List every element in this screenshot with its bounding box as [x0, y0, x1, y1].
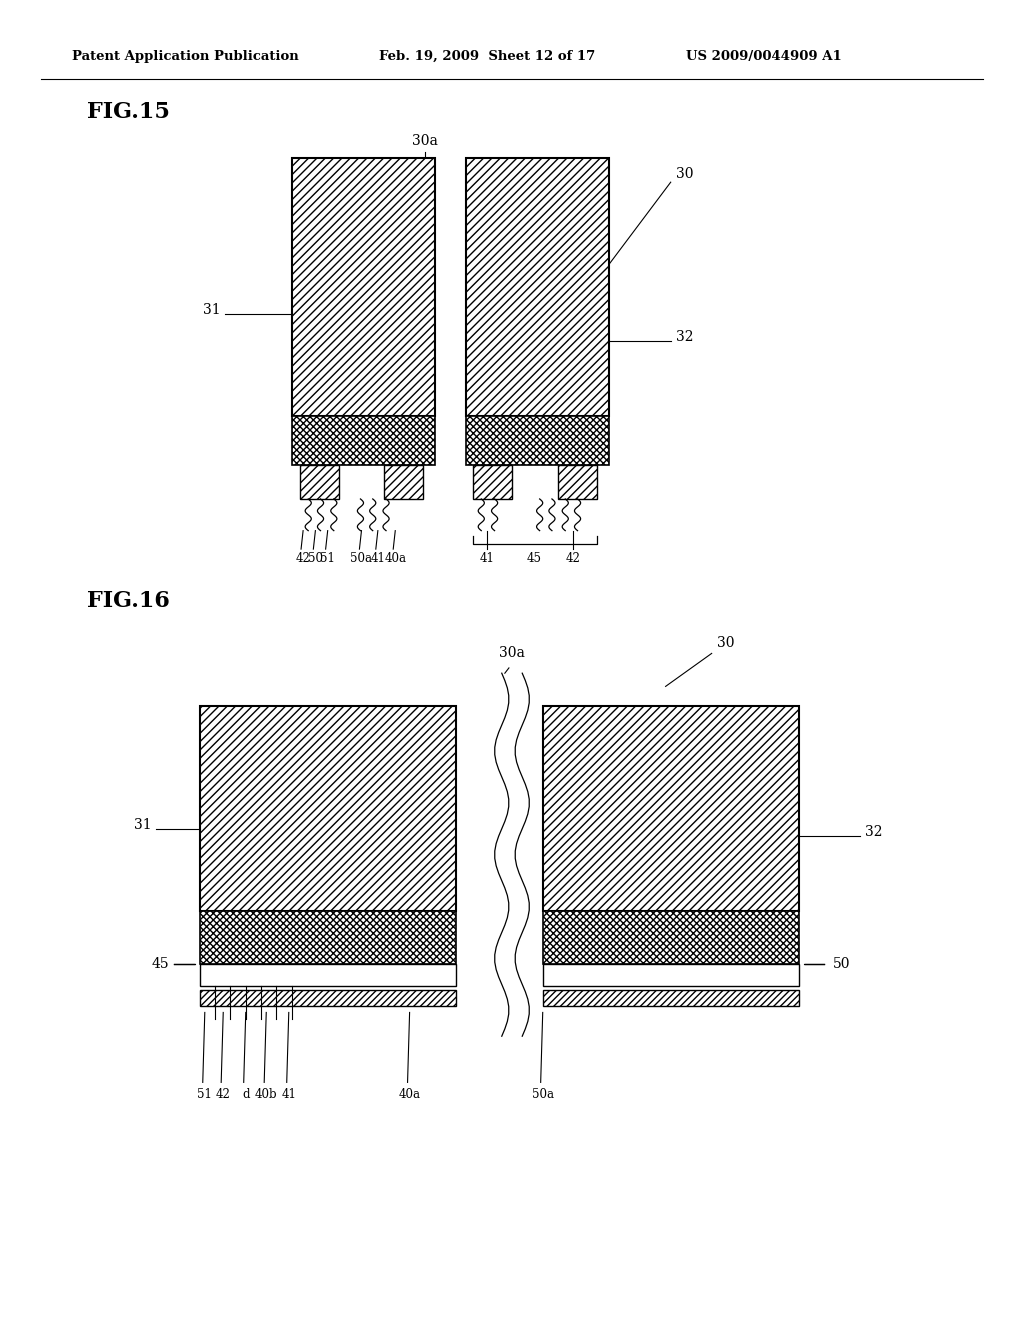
Text: Patent Application Publication: Patent Application Publication: [72, 50, 298, 63]
Text: 50: 50: [833, 957, 850, 970]
Text: 30a: 30a: [412, 135, 438, 148]
Text: 51: 51: [321, 552, 335, 565]
Bar: [466, 158, 609, 416]
Text: 31: 31: [203, 304, 220, 317]
Text: FIG.16: FIG.16: [87, 590, 170, 611]
Text: 42: 42: [216, 1088, 230, 1101]
Bar: [384, 465, 423, 499]
Text: 31: 31: [134, 818, 152, 832]
Text: 42: 42: [566, 552, 581, 565]
Bar: [543, 706, 799, 911]
Text: 40b: 40b: [255, 1088, 278, 1101]
Text: 50: 50: [308, 552, 323, 565]
Text: 50a: 50a: [350, 552, 373, 565]
Text: 42: 42: [296, 552, 310, 565]
Bar: [466, 416, 609, 465]
Bar: [292, 416, 435, 465]
Text: 32: 32: [865, 825, 883, 838]
Bar: [300, 465, 339, 499]
Text: 30: 30: [717, 636, 734, 649]
Text: 41: 41: [480, 552, 495, 565]
Bar: [558, 465, 597, 499]
Text: 45: 45: [527, 552, 542, 565]
Text: 30: 30: [676, 168, 693, 181]
Text: 50a: 50a: [531, 1088, 554, 1101]
Text: 45: 45: [152, 957, 169, 970]
Bar: [543, 911, 799, 964]
Bar: [200, 911, 456, 964]
Bar: [473, 465, 512, 499]
Text: Feb. 19, 2009  Sheet 12 of 17: Feb. 19, 2009 Sheet 12 of 17: [379, 50, 595, 63]
Text: 32: 32: [676, 330, 693, 343]
Text: FIG.15: FIG.15: [87, 102, 170, 123]
Text: US 2009/0044909 A1: US 2009/0044909 A1: [686, 50, 842, 63]
Text: 41: 41: [282, 1088, 296, 1101]
Bar: [200, 706, 456, 911]
Bar: [543, 990, 799, 1006]
Bar: [200, 964, 456, 986]
Text: 41: 41: [371, 552, 385, 565]
Text: 40a: 40a: [398, 1088, 421, 1101]
Text: 30a: 30a: [499, 647, 525, 660]
Bar: [543, 964, 799, 986]
Bar: [200, 990, 456, 1006]
Text: 51: 51: [198, 1088, 212, 1101]
Text: d: d: [242, 1088, 250, 1101]
Text: 40a: 40a: [384, 552, 407, 565]
Bar: [292, 158, 435, 416]
